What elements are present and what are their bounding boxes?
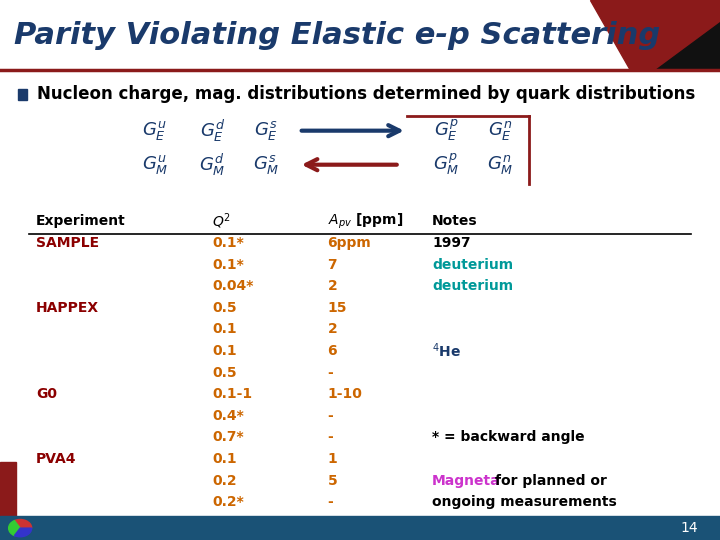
- Text: 0.1: 0.1: [212, 344, 237, 358]
- Text: $G_E^p$: $G_E^p$: [434, 118, 459, 143]
- Bar: [18, 89, 27, 100]
- Text: 1: 1: [328, 452, 338, 466]
- Text: Nucleon charge, mag. distributions determined by quark distributions: Nucleon charge, mag. distributions deter…: [37, 85, 696, 103]
- Text: G0: G0: [36, 387, 57, 401]
- Text: 0.1*: 0.1*: [212, 236, 244, 250]
- Text: SAMPLE: SAMPLE: [36, 236, 99, 250]
- Text: $G_E^n$: $G_E^n$: [488, 119, 513, 142]
- Text: -: -: [328, 430, 333, 444]
- Text: 7: 7: [328, 258, 337, 272]
- Text: 0.2: 0.2: [212, 474, 237, 488]
- Text: 6ppm: 6ppm: [328, 236, 372, 250]
- Bar: [0, 462, 16, 516]
- Text: -: -: [328, 409, 333, 423]
- Text: 0.1*: 0.1*: [212, 258, 244, 272]
- Text: $G_M^d$: $G_M^d$: [199, 152, 225, 178]
- Text: $G_M^p$: $G_M^p$: [433, 152, 459, 177]
- Text: ongoing measurements: ongoing measurements: [432, 495, 617, 509]
- Text: Magneta: Magneta: [432, 474, 500, 488]
- Text: $Q^2$: $Q^2$: [212, 212, 231, 231]
- Text: $G_M^u$: $G_M^u$: [142, 153, 168, 176]
- Text: 0.4*: 0.4*: [212, 409, 244, 423]
- Text: 1-10: 1-10: [328, 387, 362, 401]
- Text: 0.1-1: 0.1-1: [212, 387, 253, 401]
- Text: 1997: 1997: [432, 236, 471, 250]
- Text: 15: 15: [328, 301, 347, 315]
- Polygon shape: [590, 0, 720, 70]
- Text: 14: 14: [681, 521, 698, 535]
- Text: 0.04*: 0.04*: [212, 279, 253, 293]
- Text: PVA4: PVA4: [36, 452, 76, 466]
- Text: Parity Violating Elastic e-p Scattering: Parity Violating Elastic e-p Scattering: [14, 21, 661, 50]
- Text: 0.7*: 0.7*: [212, 430, 244, 444]
- Bar: [0, 0, 720, 70]
- Polygon shape: [655, 22, 720, 70]
- Text: $G_M^s$: $G_M^s$: [253, 153, 279, 176]
- Text: HAPPEX: HAPPEX: [36, 301, 99, 315]
- Text: $G_E^u$: $G_E^u$: [143, 119, 167, 142]
- Text: * = backward angle: * = backward angle: [432, 430, 585, 444]
- Text: 0.2*: 0.2*: [212, 495, 244, 509]
- Bar: [0, 516, 720, 540]
- Text: $G_E^s$: $G_E^s$: [254, 119, 279, 142]
- Text: 0.1: 0.1: [212, 322, 237, 336]
- Text: 6: 6: [328, 344, 337, 358]
- Wedge shape: [14, 519, 32, 528]
- Text: $G_E^d$: $G_E^d$: [199, 118, 225, 144]
- Text: Experiment: Experiment: [36, 214, 126, 228]
- Text: $^4$He: $^4$He: [432, 342, 461, 360]
- Wedge shape: [14, 528, 32, 537]
- Text: 0.5: 0.5: [212, 301, 237, 315]
- Text: 2: 2: [328, 322, 338, 336]
- Text: 5: 5: [328, 474, 338, 488]
- Wedge shape: [9, 521, 20, 536]
- Text: 0.5: 0.5: [212, 366, 237, 380]
- Text: 2: 2: [328, 279, 338, 293]
- Text: $G_M^n$: $G_M^n$: [487, 153, 513, 176]
- Text: deuterium: deuterium: [432, 258, 513, 272]
- Text: -: -: [328, 495, 333, 509]
- Text: 0.1: 0.1: [212, 452, 237, 466]
- Text: deuterium: deuterium: [432, 279, 513, 293]
- Text: for planned or: for planned or: [495, 474, 607, 488]
- Text: -: -: [328, 366, 333, 380]
- Text: $A_{pv}$ [ppm]: $A_{pv}$ [ppm]: [328, 212, 402, 231]
- Text: Notes: Notes: [432, 214, 477, 228]
